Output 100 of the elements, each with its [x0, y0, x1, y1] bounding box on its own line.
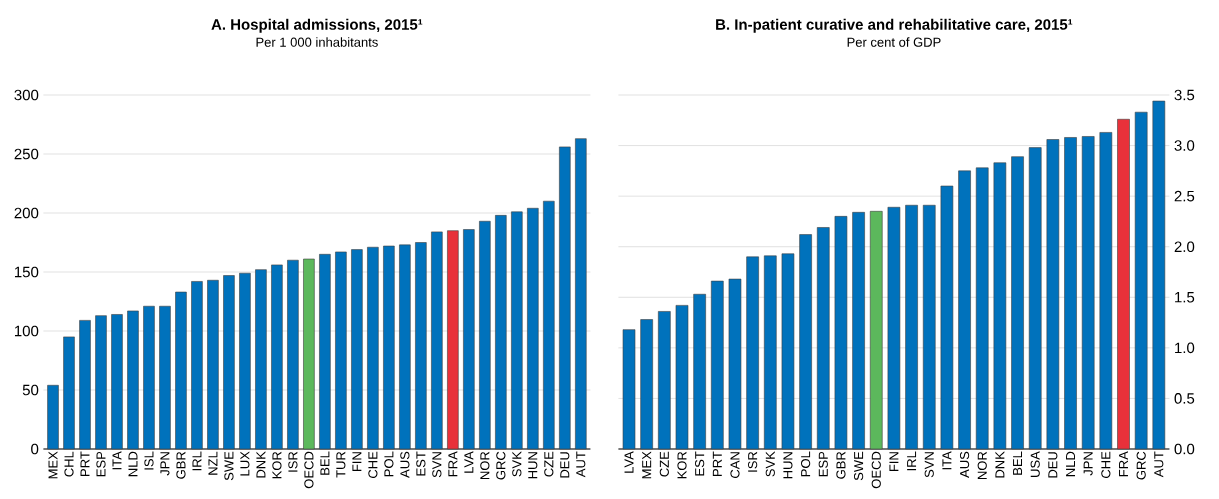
- y-tick-label: 50: [22, 384, 39, 396]
- x-tick-label: ITA: [112, 451, 122, 470]
- bar: [1099, 132, 1113, 450]
- x-tick-label: AUT: [576, 451, 586, 478]
- bar: [287, 259, 299, 450]
- bar: [711, 280, 724, 450]
- y-tick-label: 0.0: [1174, 443, 1195, 455]
- x-tick-label: NOR: [977, 451, 987, 480]
- bar: [887, 206, 901, 450]
- bar: [399, 244, 411, 450]
- bar: [335, 251, 347, 450]
- x-tick-label: CHL: [64, 451, 74, 477]
- bar: [367, 246, 379, 450]
- x-tick-label: PRT: [80, 451, 90, 476]
- x-tick-label: CAN: [730, 452, 740, 478]
- bar: [495, 215, 507, 450]
- x-tick-label: GRC: [1136, 451, 1146, 480]
- bar: [1152, 100, 1166, 450]
- bar: [1134, 111, 1148, 450]
- x-tick-label: NOR: [480, 451, 490, 480]
- x-tick-label: SVK: [512, 451, 522, 477]
- bar: [958, 170, 971, 450]
- x-tick-label: CZE: [659, 451, 669, 477]
- x-tick-label: AUT: [1154, 451, 1164, 478]
- bar: [693, 293, 706, 450]
- x-tick-label: GRC: [496, 451, 506, 480]
- bar: [834, 216, 848, 450]
- x-tick-label: FIN: [352, 452, 362, 472]
- x-tick-label: DNK: [995, 451, 1005, 478]
- bar: [271, 264, 283, 450]
- bar: [527, 207, 539, 450]
- x-tick-label: POL: [801, 451, 811, 477]
- chart-subtitle: Per 1 000 inhabitants: [256, 37, 378, 47]
- bar: [1064, 137, 1077, 450]
- x-tick-label: DEU: [1048, 452, 1058, 478]
- bar: [255, 269, 267, 450]
- bar: [543, 200, 555, 450]
- x-tick-label: BEL: [1013, 451, 1023, 475]
- y-tick-label: 1.0: [1175, 342, 1195, 354]
- x-tick-label: LUX: [240, 451, 250, 476]
- x-tick-label: OECD: [304, 451, 314, 489]
- bar: [351, 249, 363, 450]
- bar: [79, 320, 91, 450]
- x-tick-label: POL: [384, 451, 394, 477]
- bar: [191, 281, 203, 450]
- x-tick-label: GBR: [176, 451, 186, 479]
- x-tick-label: HUN: [528, 452, 538, 479]
- x-tick-label: LVA: [464, 451, 474, 473]
- bar: [415, 242, 427, 450]
- x-tick-label: EST: [416, 451, 426, 476]
- bar: [143, 305, 155, 450]
- x-tick-label: AUS: [959, 451, 970, 478]
- x-tick-label: MEX: [642, 451, 652, 479]
- x-tick-label: SWE: [224, 451, 234, 481]
- x-tick-label: AUS: [400, 451, 410, 478]
- x-tick-label: PRT: [712, 451, 722, 476]
- y-tick-label: 200: [14, 207, 39, 219]
- chart-title: B. In-patient curative and rehabilitative care, 2015¹: [716, 18, 1073, 33]
- x-tick-label: DEU: [560, 452, 570, 478]
- bar: [1046, 139, 1060, 450]
- bar: [479, 220, 491, 450]
- bar: [746, 256, 759, 450]
- x-tick-label: SVN: [924, 452, 934, 478]
- x-tick-label: FIN: [889, 452, 899, 472]
- x-tick-label: ITA: [942, 451, 952, 470]
- bar: [1117, 118, 1130, 450]
- bar: [675, 305, 689, 450]
- y-tick-label: 0.5: [1174, 393, 1195, 404]
- bar: [852, 212, 865, 450]
- bar: [447, 230, 459, 450]
- x-tick-label: FRA: [1119, 451, 1128, 477]
- bar: [207, 279, 219, 450]
- bar: [239, 272, 251, 450]
- bar: [111, 314, 123, 450]
- bar: [159, 305, 171, 450]
- bar: [869, 211, 883, 450]
- x-tick-label: TUR: [336, 451, 346, 478]
- x-tick-label: USA: [1030, 451, 1040, 477]
- x-tick-label: NLD: [1066, 451, 1075, 477]
- bar: [622, 329, 636, 450]
- bar: [640, 319, 653, 450]
- bar: [940, 185, 954, 450]
- y-tick-label: 250: [14, 148, 39, 160]
- x-tick-label: CHE: [368, 451, 378, 478]
- x-tick-label: ISL: [144, 451, 154, 470]
- bar: [383, 245, 395, 450]
- y-tick-label: 3.5: [1174, 89, 1195, 101]
- bar: [511, 211, 523, 450]
- x-tick-label: KOR: [677, 451, 687, 479]
- bar: [799, 234, 812, 450]
- x-tick-label: NZL: [208, 451, 218, 475]
- y-tick-label: 100: [14, 325, 39, 337]
- bar: [575, 138, 587, 450]
- x-tick-label: SWE: [853, 451, 864, 481]
- y-tick-label: 1.5: [1175, 292, 1195, 303]
- bar: [1011, 156, 1024, 450]
- x-tick-label: FRA: [448, 451, 458, 477]
- x-tick-label: SVK: [765, 451, 775, 477]
- y-tick-label: 2.0: [1174, 241, 1195, 253]
- x-tick-label: ISR: [288, 451, 298, 472]
